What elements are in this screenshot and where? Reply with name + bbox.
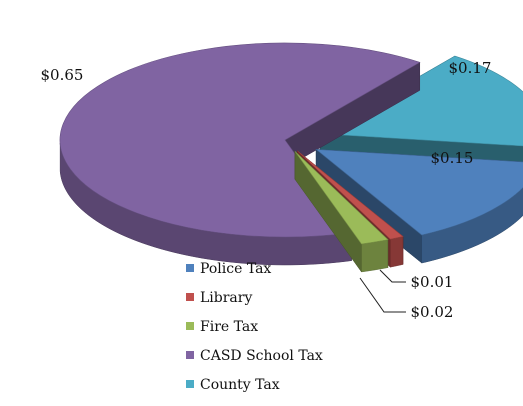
legend-label: Library xyxy=(200,290,252,306)
legend: Police Tax Library Fire Tax CASD School Tax… xyxy=(186,261,323,393)
data-label-police-tax: $0.15 xyxy=(431,149,474,167)
data-labels: $0.15 $0.01 $0.02 $0.65 $0.17 xyxy=(41,59,492,321)
legend-swatch xyxy=(186,380,194,388)
legend-item-county-tax: County Tax xyxy=(186,377,280,393)
legend-swatch xyxy=(186,322,194,330)
pie-slices xyxy=(59,42,523,273)
legend-swatch xyxy=(186,351,194,359)
pie-slice-fire-tax xyxy=(294,150,389,273)
legend-item-library: Library xyxy=(186,290,252,306)
legend-item-casd-school-tax: CASD School Tax xyxy=(186,348,323,364)
legend-item-fire-tax: Fire Tax xyxy=(186,319,258,335)
legend-label: Police Tax xyxy=(200,261,271,277)
legend-label: CASD School Tax xyxy=(200,348,323,364)
data-label-library: $0.01 xyxy=(411,273,454,291)
legend-label: Fire Tax xyxy=(200,319,258,335)
legend-item-police-tax: Police Tax xyxy=(186,261,271,277)
legend-swatch xyxy=(186,264,194,272)
data-label-county-tax: $0.17 xyxy=(449,59,492,77)
leader-lines xyxy=(359,269,406,313)
data-label-fire-tax: $0.02 xyxy=(411,303,454,321)
legend-label: County Tax xyxy=(200,377,280,393)
leader-line-library xyxy=(379,269,406,283)
legend-swatch xyxy=(186,293,194,301)
leader-line-fire-tax xyxy=(359,277,406,313)
data-label-casd-school-tax: $0.65 xyxy=(41,66,84,84)
